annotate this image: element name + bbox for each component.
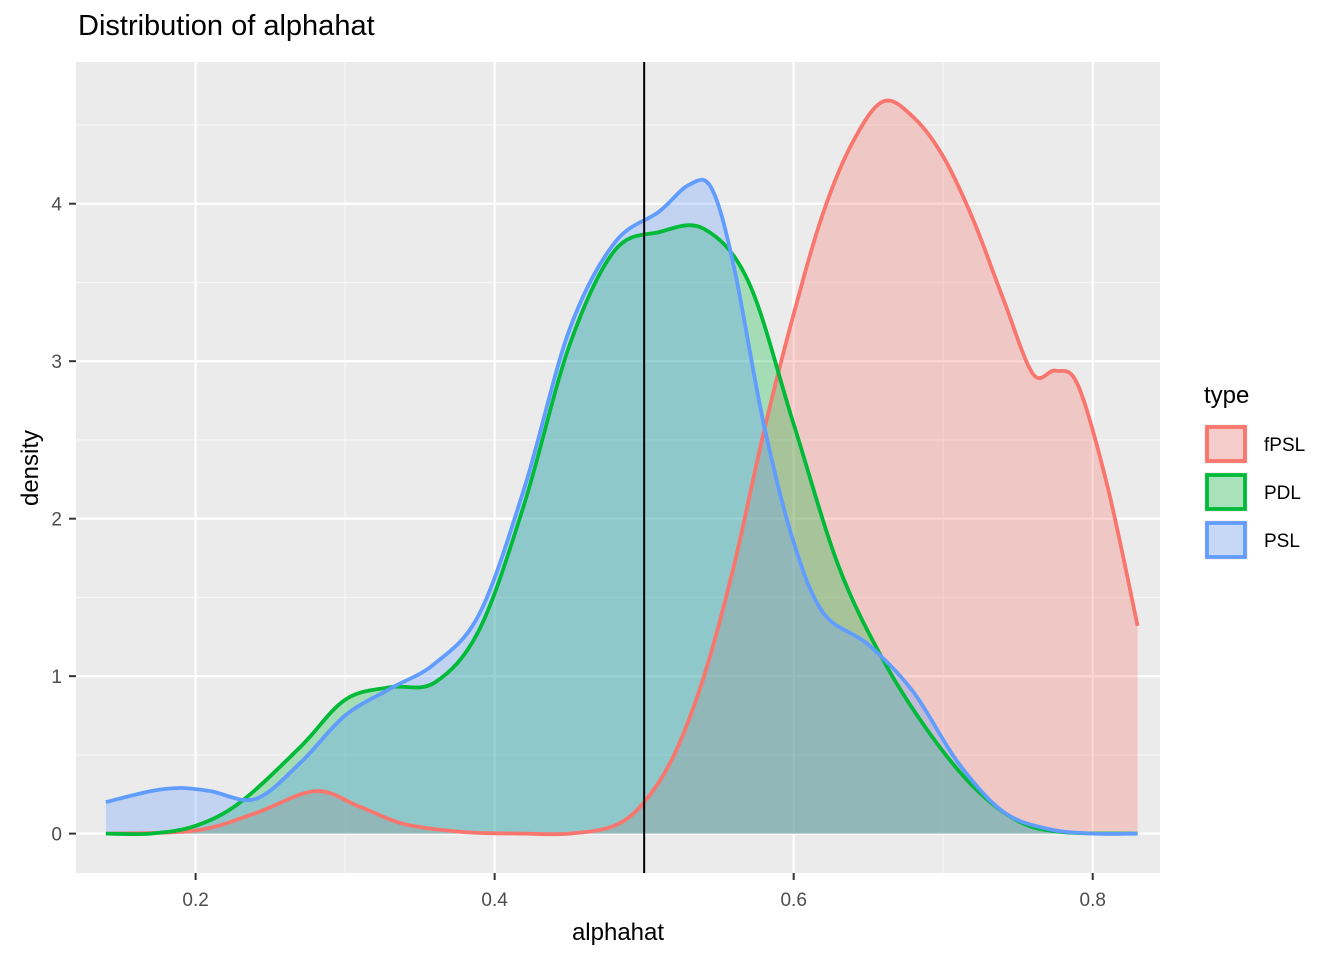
legend-key-bg-pdl xyxy=(1204,472,1248,512)
area-psl xyxy=(105,179,1138,834)
legend-label-fpsl: fPSL xyxy=(1264,435,1305,456)
major-gridlines xyxy=(76,62,1160,873)
area-pdl xyxy=(105,225,1138,835)
legend: type fPSL PDL PSL xyxy=(1204,382,1305,560)
x-tick-label: 0.4 xyxy=(481,890,508,911)
y-tick-label: 0 xyxy=(51,825,62,846)
y-tick-label: 1 xyxy=(51,667,62,688)
y-tick-label: 3 xyxy=(51,352,62,373)
legend-key-bg-psl xyxy=(1204,520,1248,560)
x-axis-title: alphahat xyxy=(572,919,664,946)
legend-key-pdl xyxy=(1205,473,1247,511)
y-axis-ticks: 0 1 2 3 4 xyxy=(51,195,76,846)
legend-title: type xyxy=(1204,382,1249,409)
y-tick-label: 2 xyxy=(51,510,62,531)
chart-title: Distribution of alphahat xyxy=(78,10,375,42)
y-tick-label: 4 xyxy=(51,195,62,216)
line-psl xyxy=(105,177,1138,836)
x-tick-label: 0.2 xyxy=(182,890,208,911)
legend-label-psl: PSL xyxy=(1264,531,1300,552)
legend-key-fpsl xyxy=(1205,425,1247,463)
plot-panel xyxy=(76,62,1160,873)
x-tick-label: 0.6 xyxy=(780,890,806,911)
legend-label-pdl: PDL xyxy=(1264,483,1301,504)
density-lines xyxy=(105,98,1140,837)
x-axis-ticks: 0.2 0.4 0.6 0.8 xyxy=(182,873,1106,911)
y-axis-title: density xyxy=(17,430,44,506)
line-pdl xyxy=(105,223,1138,837)
legend-key-psl xyxy=(1205,521,1247,559)
minor-gridlines xyxy=(76,62,1160,873)
x-tick-label: 0.8 xyxy=(1080,890,1106,911)
legend-key-bg-fpsl xyxy=(1204,424,1248,464)
